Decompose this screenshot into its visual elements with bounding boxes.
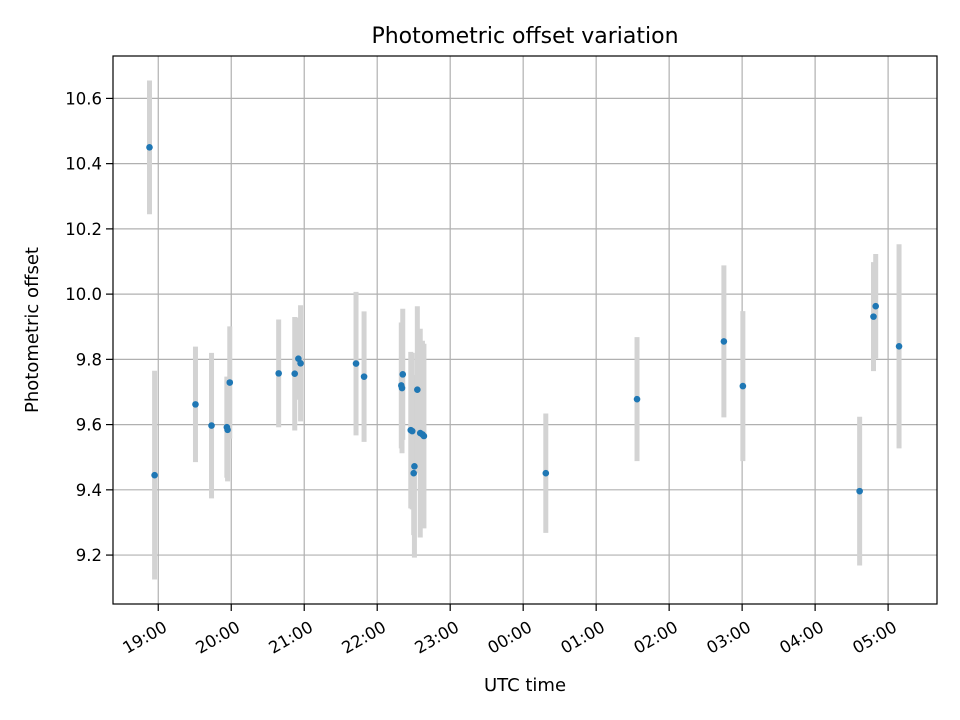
x-tick-label: 04:00 <box>776 617 827 657</box>
y-tick-label: 10.2 <box>65 220 102 239</box>
x-axis-label: UTC time <box>484 675 566 696</box>
y-tick-label: 9.2 <box>76 546 102 565</box>
x-tick-label: 02:00 <box>630 617 681 657</box>
data-point <box>411 463 418 470</box>
x-tick-label: 03:00 <box>703 617 754 657</box>
data-point <box>408 427 416 435</box>
data-point <box>208 422 215 429</box>
x-tick-label: 20:00 <box>193 617 244 657</box>
x-tick-label: 23:00 <box>412 617 463 657</box>
data-point <box>275 370 282 377</box>
data-point <box>398 384 406 392</box>
y-tick-label: 9.6 <box>76 416 102 435</box>
data-point <box>291 370 299 378</box>
data-point <box>870 313 877 320</box>
data-point <box>872 302 879 310</box>
data-point <box>414 386 421 393</box>
grid <box>113 56 937 604</box>
data-point <box>192 401 199 408</box>
data-point <box>410 469 417 477</box>
data-point <box>399 371 407 378</box>
error-bars <box>146 80 902 580</box>
y-axis-label: Photometric offset <box>22 247 43 413</box>
x-tick-label: 19:00 <box>120 617 171 657</box>
data-point <box>720 338 728 345</box>
plot-frame <box>112 55 938 605</box>
chart-title: Photometric offset variation <box>371 24 678 49</box>
y-tick-label: 10.4 <box>65 155 102 174</box>
data-point <box>151 471 158 479</box>
y-tick-label: 9.8 <box>76 350 102 369</box>
y-tick-label: 10.6 <box>65 89 102 108</box>
x-tick-label: 05:00 <box>849 617 900 657</box>
data-point <box>297 359 304 367</box>
data-point <box>895 343 903 350</box>
x-axis-ticks: 19:00 20:00 21:00 22:00 23:00 00:00 01:00 02:00… <box>120 604 900 658</box>
data-point <box>226 379 234 386</box>
data-point <box>633 395 641 403</box>
data-point <box>856 487 863 495</box>
y-axis-ticks: 9.2 9.4 9.6 9.8 10.0 10.2 10.4 10.6 <box>65 89 113 565</box>
data-point <box>360 373 368 380</box>
y-tick-label: 10.0 <box>65 285 102 304</box>
x-tick-label: 21:00 <box>266 617 317 657</box>
data-point <box>542 469 550 477</box>
data-point <box>224 426 231 434</box>
data-point <box>420 432 428 440</box>
data-point <box>739 382 747 390</box>
data-points <box>146 144 903 495</box>
x-tick-label: 00:00 <box>484 617 535 657</box>
x-tick-label: 01:00 <box>557 617 608 657</box>
y-tick-label: 9.4 <box>76 481 102 500</box>
x-tick-label: 22:00 <box>339 617 390 657</box>
data-point <box>146 144 153 151</box>
data-point <box>352 360 360 367</box>
